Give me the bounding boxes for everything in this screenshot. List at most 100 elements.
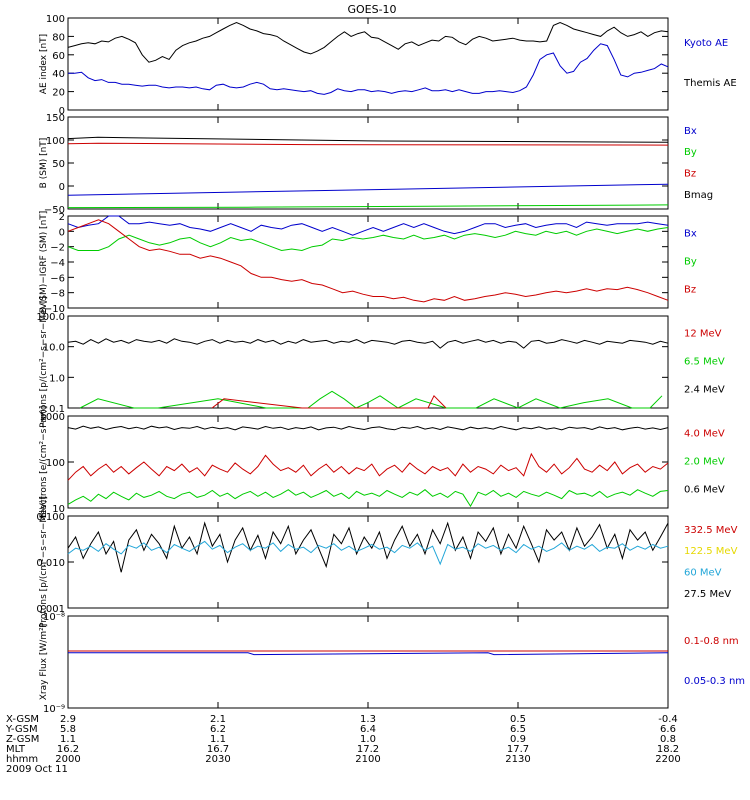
series-line-bx	[67, 215, 669, 236]
series-line-bx	[67, 183, 669, 196]
legend-entry: By	[684, 257, 697, 268]
y-axis-label: Electrons [e/(cm²−s−sr)]	[39, 406, 49, 519]
footer-value: 17.2	[357, 744, 379, 755]
y-tick-label: 80	[52, 32, 65, 43]
y-tick-label: 1.0	[49, 373, 65, 384]
footer-value: 17.7	[507, 744, 529, 755]
y-tick-label: 100	[46, 136, 65, 147]
panel-frame	[67, 17, 669, 111]
legend-entry: Kyoto AE	[684, 38, 728, 49]
legend-entry: 6.5 MeV	[684, 357, 725, 368]
y-tick-label: 0.010	[36, 558, 65, 569]
series-line-0-6-mev	[67, 425, 669, 431]
legend-entry: 2.4 MeV	[684, 384, 725, 395]
y-tick-label: −2	[50, 243, 65, 254]
legend-entry: 12 MeV	[684, 329, 722, 340]
y-tick-label: 100.0	[36, 312, 65, 323]
footer-value: 2130	[505, 754, 530, 765]
y-tick-label: 0	[59, 182, 65, 193]
footer-value: 2200	[655, 754, 680, 765]
panel-3: −10 −8 −6 −4 −2 0 2 B (SM)−IGRF (SM) [nT] Bx By Bz	[39, 211, 697, 315]
y-tick-label: 150	[46, 113, 65, 124]
footer-date: 2009 Oct 11	[6, 764, 68, 775]
y-tick-label: 0.1	[49, 404, 65, 415]
series-line-27-5-mev	[67, 521, 669, 573]
y-tick-label: −6	[50, 273, 65, 284]
legend-entry: 4.0 MeV	[684, 429, 725, 440]
legend-entry: Themis AE	[683, 78, 737, 89]
y-tick-label: 20	[52, 88, 65, 99]
y-tick-label: 50	[52, 159, 65, 170]
footer-value: 0.9	[510, 734, 526, 745]
series-line-0-05-0-3-nm	[68, 652, 669, 656]
legend-entry: Bx	[684, 126, 697, 137]
y-tick-label: 10.0	[43, 343, 65, 354]
series-line-by	[67, 204, 669, 209]
footer-value: 6.6	[660, 724, 676, 735]
series-line-6-5-mev	[79, 390, 663, 409]
y-tick-label: 0	[59, 106, 65, 117]
footer-value: 2030	[205, 754, 230, 765]
series-line-2-0-mev	[67, 489, 669, 508]
footer-value: 1.1	[60, 734, 76, 745]
panel-2: −50 0 50 100 150 B (SM) [nT] Bx By Bz Bmag	[39, 113, 713, 216]
panel-frame	[67, 615, 669, 709]
y-axis-label: B (SM) [nT]	[39, 138, 49, 189]
y-tick-label: 10⁻⁸	[43, 612, 65, 623]
footer-value: 2.9	[60, 714, 76, 725]
y-axis-label: B (SM)−IGRF (SM) [nT]	[39, 211, 49, 314]
series-line-kyoto-ae	[67, 22, 669, 63]
series-line-themis-ae	[68, 43, 669, 95]
y-tick-label: 100	[46, 458, 65, 469]
panel-frame	[67, 315, 669, 409]
footer-row-label: hhmm	[6, 754, 38, 765]
series-line-12-mev	[211, 394, 447, 409]
footer-value: 2100	[355, 754, 380, 765]
y-tick-label: 40	[52, 69, 65, 80]
legend-entry: Bmag	[684, 190, 713, 201]
y-tick-label: 0.001	[36, 604, 65, 615]
y-tick-label: 10⁻⁹	[43, 704, 65, 715]
y-tick-label: 0.100	[36, 512, 65, 523]
y-tick-label: 10	[52, 504, 65, 515]
y-tick-label: 100	[46, 14, 65, 25]
series-line-by	[67, 227, 669, 252]
footer-row-label: Y-GSM	[5, 724, 38, 735]
footer-value: 16.7	[207, 744, 229, 755]
footer-value: 18.2	[657, 744, 679, 755]
series-line-bz	[67, 219, 669, 303]
series-line-2-4-mev	[67, 338, 669, 349]
legend-entry: Bx	[684, 229, 697, 240]
footer-row-label: MLT	[6, 744, 26, 755]
footer-value: 1.1	[210, 734, 226, 745]
footer-row-label: X-GSM	[6, 714, 39, 725]
footer-value: 2.1	[210, 714, 226, 725]
panel-1: 0 20 40 60 80 100 AE index [nT] Kyoto AE Themis …	[39, 14, 737, 117]
footer-value: 0.5	[510, 714, 526, 725]
legend-entry: 332.5 MeV	[684, 525, 738, 536]
legend-entry: 0.05-0.3 nm	[684, 676, 745, 687]
footer-row-label: Z-GSM	[6, 734, 39, 745]
legend-entry: By	[684, 147, 697, 158]
legend-entry: Bz	[684, 169, 696, 180]
y-axis-label: AE index [nT]	[39, 34, 49, 94]
footer-value: 1.0	[360, 734, 376, 745]
y-tick-label: 60	[52, 51, 65, 62]
legend-entry: 0.1-0.8 nm	[684, 636, 739, 647]
footer-value: 16.2	[57, 744, 79, 755]
legend-entry: 2.0 MeV	[684, 457, 725, 468]
footer-value: 0.8	[660, 734, 676, 745]
y-axis-label: Protons [p/(cm²−s−sr−MeV)]	[39, 296, 49, 428]
y-tick-label: −10	[44, 304, 65, 315]
footer-value: 1.3	[360, 714, 376, 725]
legend-entry: 0.6 MeV	[684, 484, 725, 495]
y-tick-label: 2	[59, 212, 65, 223]
legend-entry: 60 MeV	[684, 568, 722, 579]
legend-entry: Bz	[684, 284, 696, 295]
series-line-bmag	[67, 136, 669, 143]
